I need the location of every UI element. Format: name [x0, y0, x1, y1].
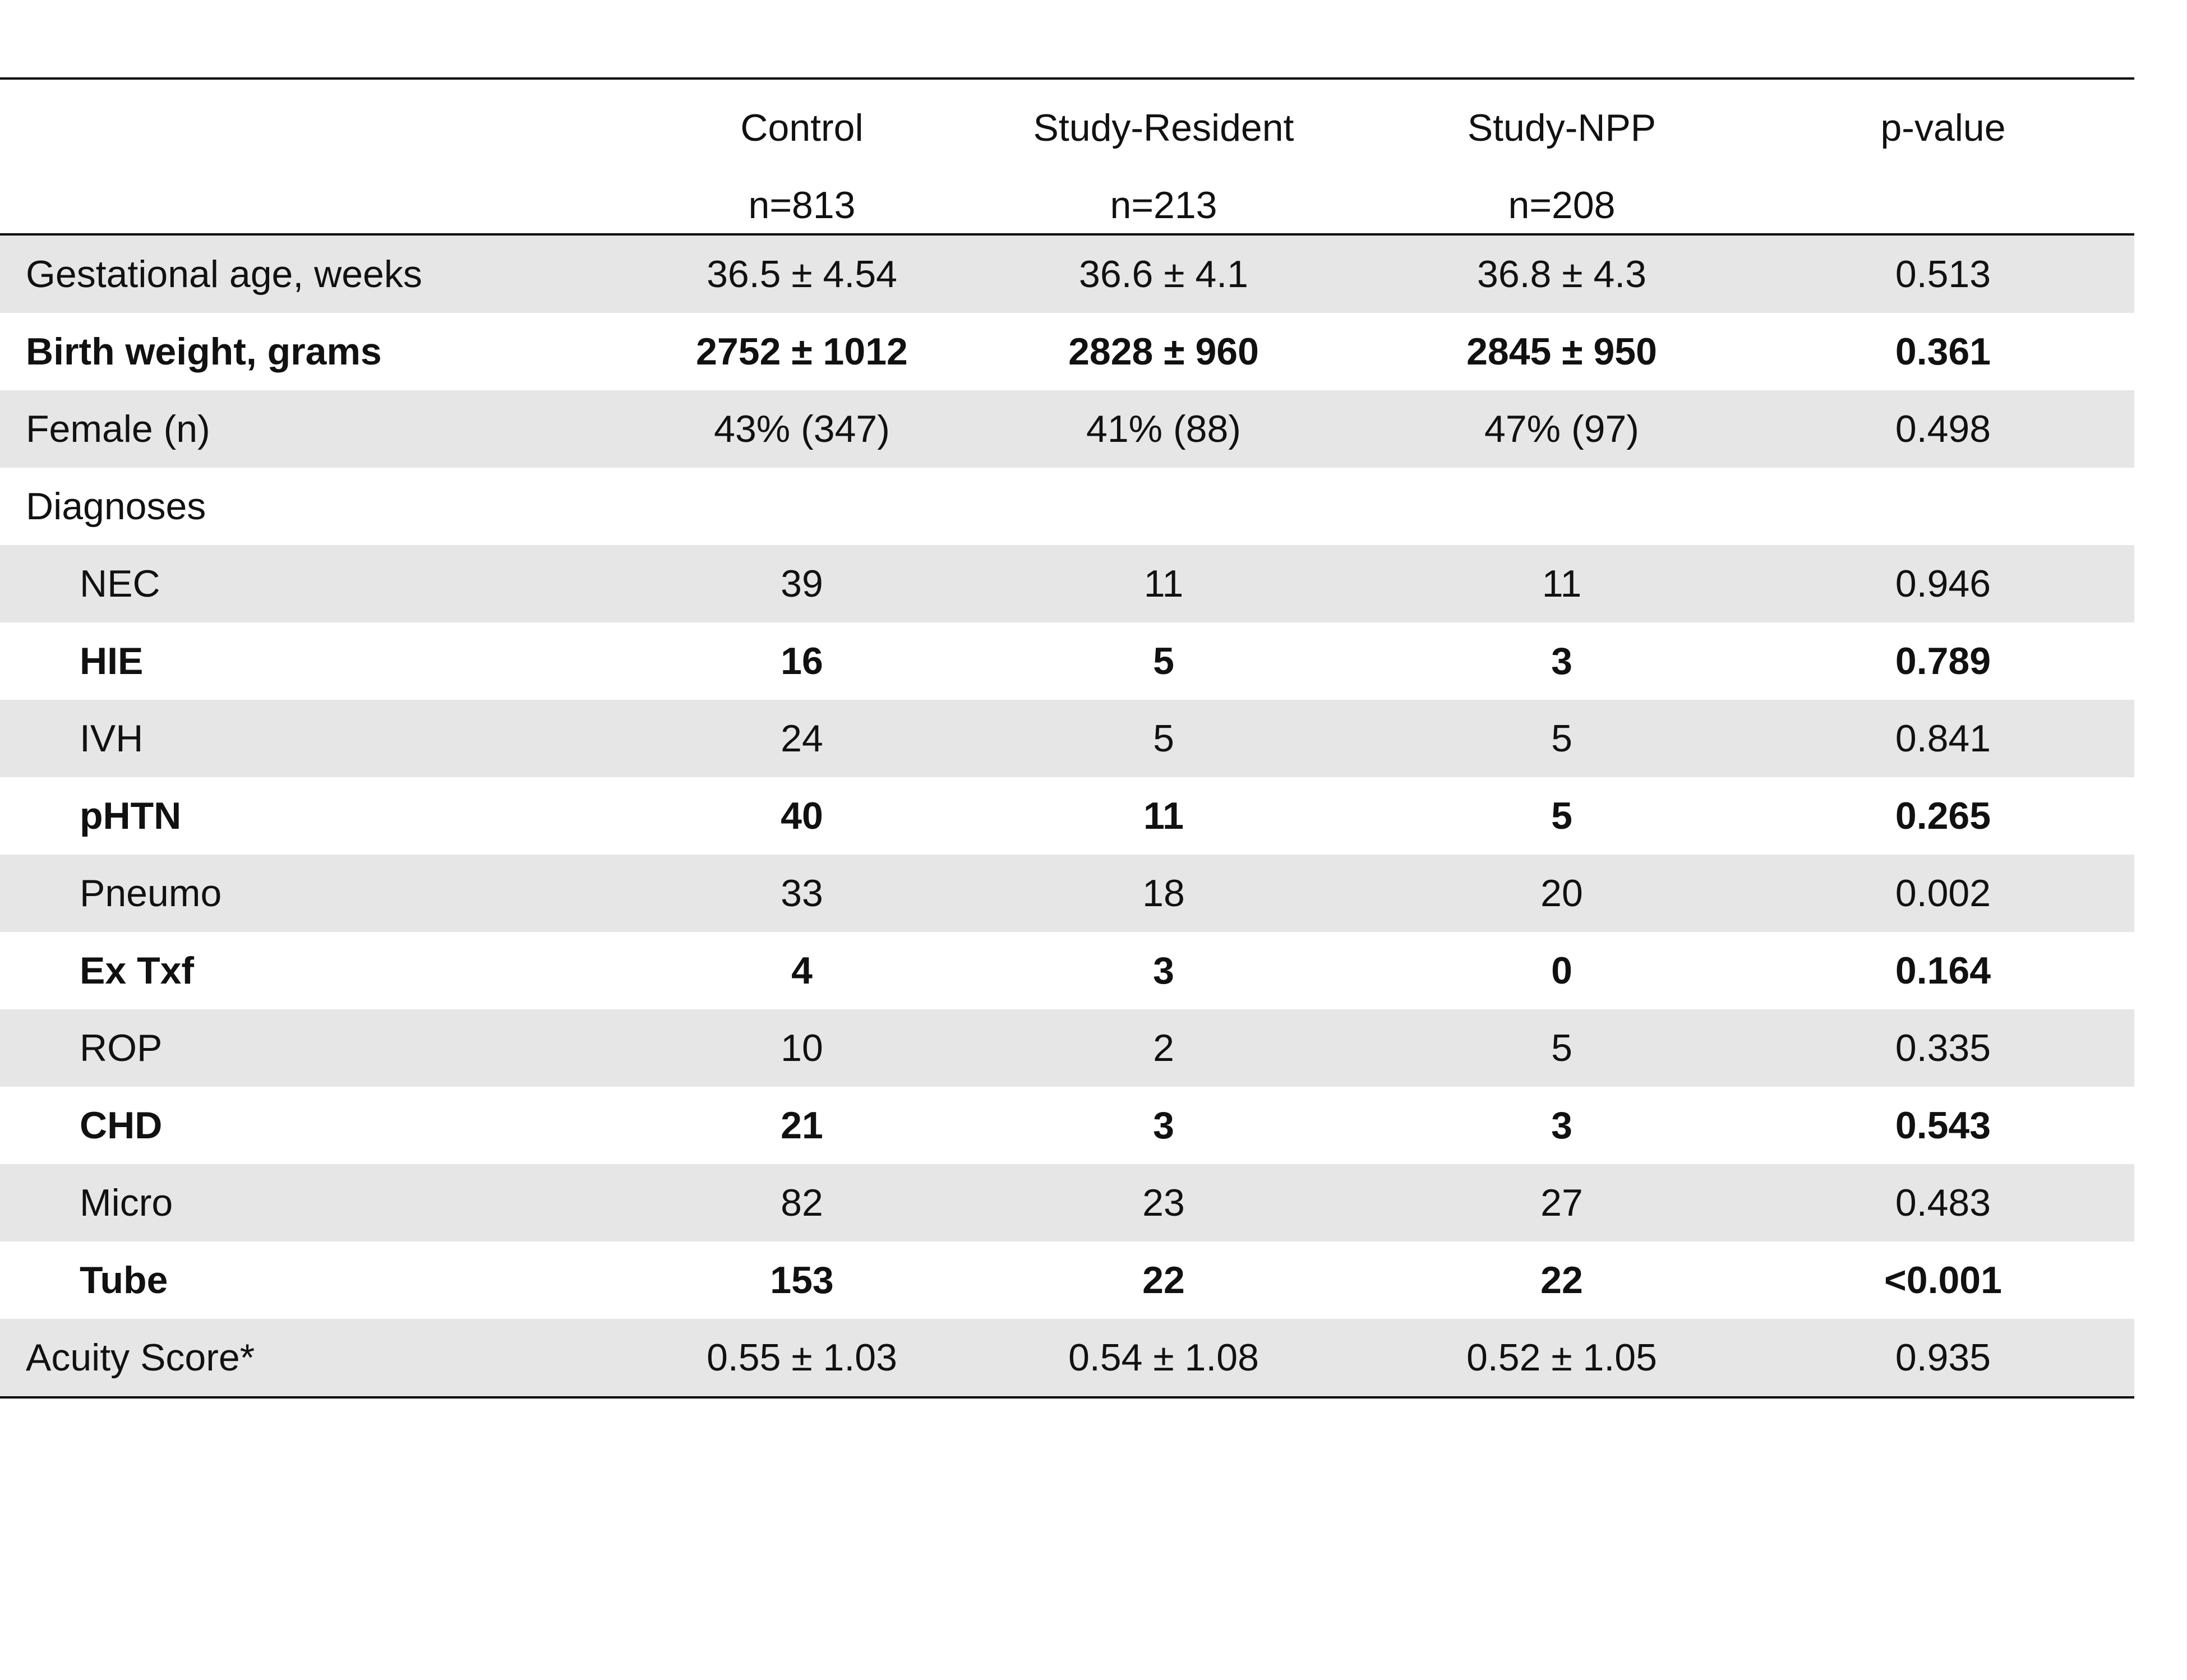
- cell-control: 2752 ± 1012: [696, 330, 908, 373]
- cell-control: 33: [781, 872, 823, 915]
- row-label: Pneumo: [80, 872, 222, 915]
- row-label: ROP: [80, 1027, 163, 1069]
- cell-control: 82: [781, 1181, 823, 1224]
- table-row: Birth weight, grams 2752 ± 1012 2828 ± 9…: [0, 313, 2134, 390]
- table-row: IVH 24 5 5 0.841: [0, 700, 2134, 777]
- row-label: Gestational age, weeks: [26, 253, 422, 296]
- row-label: Tube: [80, 1259, 168, 1301]
- cell-control: 36.5 ± 4.54: [707, 253, 897, 296]
- cell-control: 153: [770, 1259, 834, 1301]
- table-row: Female (n) 43% (347) 41% (88) 47% (97) 0…: [0, 390, 2134, 468]
- table-row: Pneumo 33 18 20 0.002: [0, 855, 2134, 932]
- cell-control: 21: [781, 1104, 823, 1147]
- cell-study-npp: 27: [1540, 1181, 1583, 1224]
- table-row: NEC 39 11 11 0.946: [0, 545, 2134, 622]
- cell-control: 24: [781, 717, 823, 760]
- cell-p-value: 0.789: [1895, 640, 1991, 682]
- cell-p-value: 0.335: [1895, 1027, 1991, 1069]
- cell-control: 39: [781, 562, 823, 605]
- cell-p-value: 0.935: [1895, 1336, 1991, 1379]
- row-label: Micro: [80, 1181, 173, 1224]
- header-study-npp-n: n=208: [1508, 184, 1616, 227]
- table-row: Acuity Score* 0.55 ± 1.03 0.54 ± 1.08 0.…: [0, 1319, 2134, 1396]
- cell-study-resident: 11: [1143, 795, 1184, 837]
- table-row: Micro 82 23 27 0.483: [0, 1164, 2134, 1241]
- cell-study-resident: 2: [1153, 1027, 1174, 1069]
- cell-study-resident: 36.6 ± 4.1: [1079, 253, 1248, 296]
- cell-p-value: <0.001: [1884, 1259, 2002, 1301]
- table-row: CHD 21 3 3 0.543: [0, 1087, 2134, 1164]
- row-label: Acuity Score*: [26, 1336, 255, 1379]
- row-label: IVH: [80, 717, 144, 760]
- cell-study-npp: 22: [1540, 1259, 1583, 1301]
- section-label-diagnoses: Diagnoses: [26, 485, 206, 528]
- cell-study-npp: 2845 ± 950: [1466, 330, 1657, 373]
- cell-study-resident: 2828 ± 960: [1068, 330, 1259, 373]
- cell-p-value: 0.483: [1895, 1181, 1991, 1224]
- table-row: pHTN 40 11 5 0.265: [0, 777, 2134, 855]
- table-row: Gestational age, weeks 36.5 ± 4.54 36.6 …: [0, 236, 2134, 313]
- cell-study-resident: 41% (88): [1086, 408, 1241, 450]
- cell-p-value: 0.361: [1895, 330, 1991, 373]
- cell-control: 10: [781, 1027, 823, 1069]
- cell-p-value: 0.946: [1895, 562, 1991, 605]
- top-rule: [0, 77, 2134, 80]
- cell-study-npp: 5: [1551, 1027, 1572, 1069]
- cell-control: 40: [781, 795, 823, 837]
- row-label: Birth weight, grams: [26, 330, 382, 373]
- cell-study-resident: 22: [1142, 1259, 1185, 1301]
- header-control-n: n=813: [748, 184, 856, 227]
- cell-study-npp: 0.52 ± 1.05: [1466, 1336, 1657, 1379]
- row-label: HIE: [80, 640, 144, 682]
- bottom-rule: [0, 1396, 2134, 1399]
- cell-study-resident: 3: [1153, 1104, 1174, 1147]
- cell-study-npp: 36.8 ± 4.3: [1477, 253, 1646, 296]
- cell-p-value: 0.002: [1895, 872, 1991, 915]
- cell-p-value: 0.265: [1895, 795, 1991, 837]
- cell-study-resident: 3: [1153, 949, 1174, 992]
- cell-study-npp: 3: [1551, 640, 1572, 682]
- cell-study-resident: 23: [1142, 1181, 1185, 1224]
- cell-p-value: 0.513: [1895, 253, 1991, 296]
- header-control-name: Control: [740, 107, 864, 149]
- table-row: HIE 16 5 3 0.789: [0, 622, 2134, 700]
- cell-study-npp: 47% (97): [1484, 408, 1639, 450]
- cell-p-value: 0.164: [1895, 949, 1991, 992]
- table-row: Tube 153 22 22 <0.001: [0, 1241, 2134, 1319]
- cell-control: 0.55 ± 1.03: [707, 1336, 897, 1379]
- row-label: NEC: [80, 562, 160, 605]
- cell-study-resident: 18: [1142, 872, 1185, 915]
- cell-control: 43% (347): [714, 408, 890, 450]
- cell-study-npp: 11: [1542, 562, 1582, 605]
- cell-study-npp: 5: [1551, 717, 1572, 760]
- cell-p-value: 0.498: [1895, 408, 1991, 450]
- cell-study-npp: 5: [1551, 795, 1572, 837]
- cell-control: 4: [791, 949, 813, 992]
- header-study-resident-n: n=213: [1110, 184, 1217, 227]
- row-label: Ex Txf: [80, 949, 195, 992]
- cell-study-npp: 0: [1551, 949, 1572, 992]
- cell-study-npp: 3: [1551, 1104, 1572, 1147]
- table-header: Control n=813 Study-Resident n=213 Study…: [0, 80, 2134, 236]
- cell-study-resident: 11: [1143, 562, 1184, 605]
- header-p-value-name: p-value: [1880, 107, 2006, 149]
- cell-p-value: 0.841: [1895, 717, 1991, 760]
- row-label: Female (n): [26, 408, 210, 450]
- table-row: Ex Txf 4 3 0 0.164: [0, 932, 2134, 1009]
- cell-control: 16: [781, 640, 823, 682]
- header-study-resident-name: Study-Resident: [1033, 107, 1294, 149]
- header-study-npp-name: Study-NPP: [1467, 107, 1657, 149]
- table-row: ROP 10 2 5 0.335: [0, 1009, 2134, 1087]
- cell-study-npp: 20: [1540, 872, 1583, 915]
- row-label: CHD: [80, 1104, 163, 1147]
- row-label: pHTN: [80, 795, 182, 837]
- cell-study-resident: 5: [1153, 640, 1174, 682]
- cell-study-resident: 0.54 ± 1.08: [1068, 1336, 1259, 1379]
- table-row-section: Diagnoses: [0, 468, 2134, 545]
- patient-characteristics-table: Control n=813 Study-Resident n=213 Study…: [0, 77, 2134, 1399]
- cell-study-resident: 5: [1153, 717, 1174, 760]
- cell-p-value: 0.543: [1895, 1104, 1991, 1147]
